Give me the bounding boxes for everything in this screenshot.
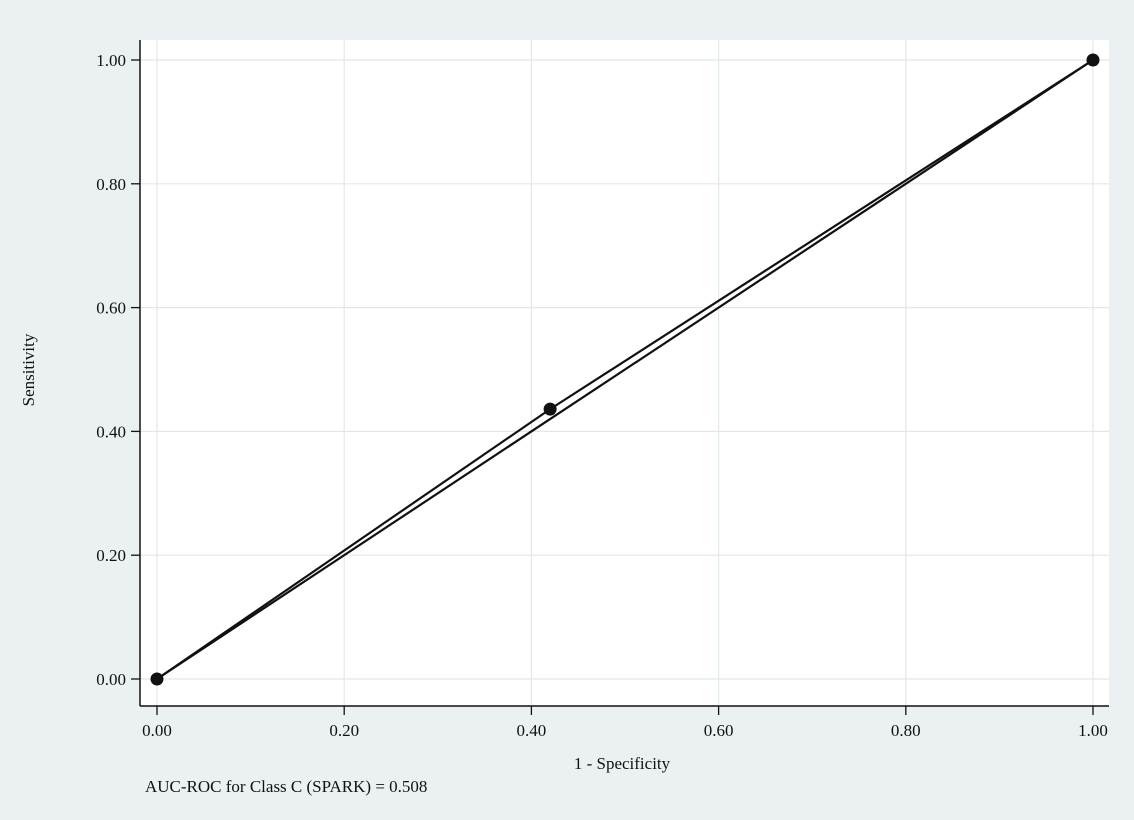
plot-area: [140, 40, 1109, 706]
x-tick-label: 1.00: [1078, 721, 1108, 740]
y-tick-label: 0.20: [96, 546, 126, 565]
x-tick-label: 0.40: [517, 721, 547, 740]
x-tick-label: 0.80: [891, 721, 921, 740]
axis-ticks: 0.00 0.20 0.40 0.60 0.80 1.00 0.00 0.20 0.40 0.60…: [96, 51, 1108, 740]
grid-lines: [140, 40, 1109, 706]
x-axis-label: 1 - Specificity: [574, 754, 671, 773]
y-tick-label: 0.60: [96, 299, 126, 318]
x-tick-label: 0.60: [704, 721, 734, 740]
markers: [150, 53, 1100, 686]
y-tick-label: 1.00: [96, 51, 126, 70]
reference-diagonal-line: [156, 59, 1094, 680]
roc-point-marker: [543, 402, 557, 416]
auc-note: AUC-ROC for Class C (SPARK) = 0.508: [145, 777, 427, 796]
roc-point-marker: [150, 672, 164, 686]
y-tick-label: 0.80: [96, 175, 126, 194]
x-tick-label: 0.20: [329, 721, 359, 740]
axes: [139, 40, 1109, 707]
roc-point-marker: [1086, 53, 1100, 67]
y-tick-label: 0.00: [96, 670, 126, 689]
y-axis-label: Sensitivity: [19, 333, 38, 406]
x-tick-label: 0.00: [142, 721, 172, 740]
y-tick-label: 0.40: [96, 422, 126, 441]
